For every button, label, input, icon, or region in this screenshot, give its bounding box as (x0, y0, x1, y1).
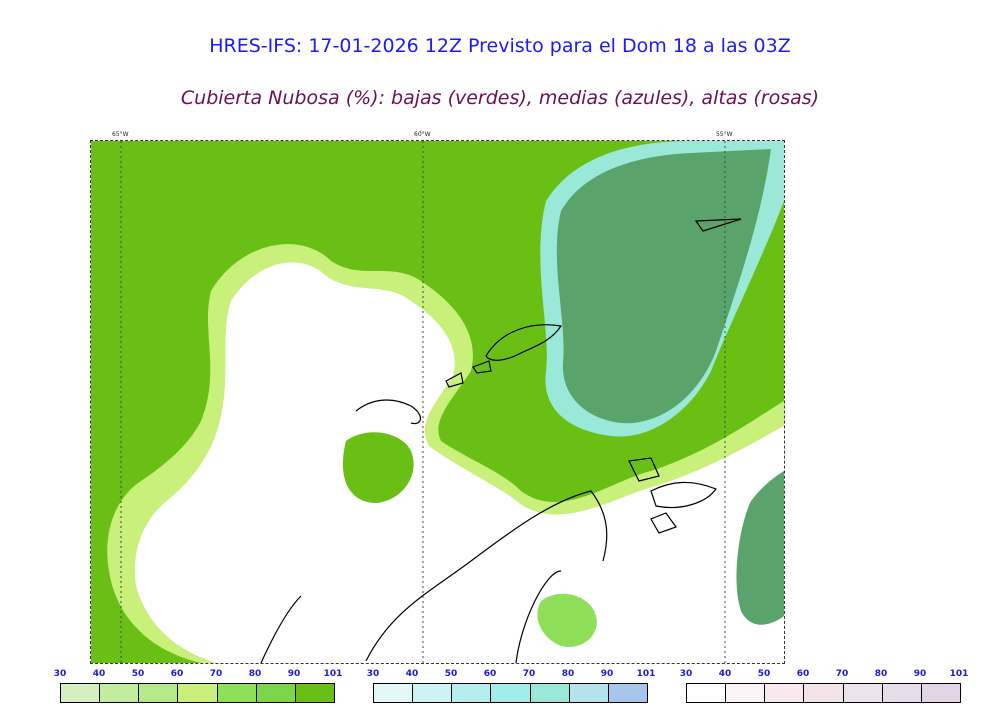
legend-mid-tick: 30 (366, 669, 380, 679)
mid-cloud-region (556, 149, 771, 424)
legend-low-swatch (178, 684, 218, 702)
legend-high-swatch (882, 684, 922, 702)
legend-high-tick: 90 (913, 669, 927, 679)
longitude-label-65w-top: 65°W (112, 131, 129, 138)
legend-low-tick: 50 (131, 669, 145, 679)
coastlines (260, 218, 742, 664)
longitude-label-55w-top: 55°W (716, 131, 733, 138)
legend-high-swatch (726, 684, 766, 702)
legend-low-swatch (256, 684, 296, 702)
legend-high-tick: 70 (835, 669, 849, 679)
map-subtitle: Cubierta Nubosa (%): bajas (verdes), med… (180, 87, 820, 109)
legend-mid-tick: 101 (636, 669, 656, 679)
longitude-label-60w-top: 60°W (414, 131, 431, 138)
mid-cloud-region-southeast (736, 471, 784, 625)
legend-low-tick: 70 (209, 669, 223, 679)
legend-high-swatch (765, 684, 805, 702)
legend-mid-tick: 70 (522, 669, 536, 679)
legend-high-tick: 101 (949, 669, 969, 679)
legend-high-swatch (804, 684, 844, 702)
legend-mid-swatch (491, 684, 531, 702)
legend-low-swatch (61, 684, 101, 702)
legend-high-tick: 50 (757, 669, 771, 679)
legend-mid-swatch (374, 684, 414, 702)
legend-mid-tick: 80 (561, 669, 575, 679)
map-title: HRES-IFS: 17-01-2026 12Z Previsto para e… (209, 35, 791, 57)
legend-mid-tick: 60 (483, 669, 497, 679)
legend-low-swatch (217, 684, 257, 702)
legend-high-tick: 40 (718, 669, 732, 679)
legend-high-swatch (921, 684, 960, 702)
legend-low-swatch (100, 684, 140, 702)
clear-region (134, 262, 784, 663)
legend-mid-tick: 50 (444, 669, 458, 679)
cloud-patch-center (342, 432, 414, 503)
legend-low-swatch (139, 684, 179, 702)
legend-high-swatch (687, 684, 727, 702)
meridians (120, 141, 726, 663)
legend-mid-swatch (452, 684, 492, 702)
cloud-patch-south (537, 593, 597, 647)
legend-mid-swatch (413, 684, 453, 702)
legend-low-tick: 60 (170, 669, 184, 679)
legend-mid-colorbar (373, 683, 648, 703)
legend-mid-swatch (530, 684, 570, 702)
legend-high-tick: 60 (796, 669, 810, 679)
legend-low-tick: 90 (287, 669, 301, 679)
legend-low-colorbar (60, 683, 335, 703)
legend-low-tick: 30 (53, 669, 67, 679)
cloud-cover-map (90, 140, 785, 664)
legend-low-tick: 40 (92, 669, 106, 679)
legend-mid-swatch (569, 684, 609, 702)
legend-low-swatch (295, 684, 334, 702)
map-canvas (91, 141, 784, 664)
legend-low-tick: 80 (248, 669, 262, 679)
legend-high-colorbar (686, 683, 961, 703)
legend-mid-tick: 40 (405, 669, 419, 679)
legend-mid-swatch (608, 684, 647, 702)
legend-high-tick: 30 (679, 669, 693, 679)
legend-high-tick: 80 (874, 669, 888, 679)
legend-high-swatch (843, 684, 883, 702)
legend-low-tick: 101 (323, 669, 343, 679)
legend-mid-tick: 90 (600, 669, 614, 679)
